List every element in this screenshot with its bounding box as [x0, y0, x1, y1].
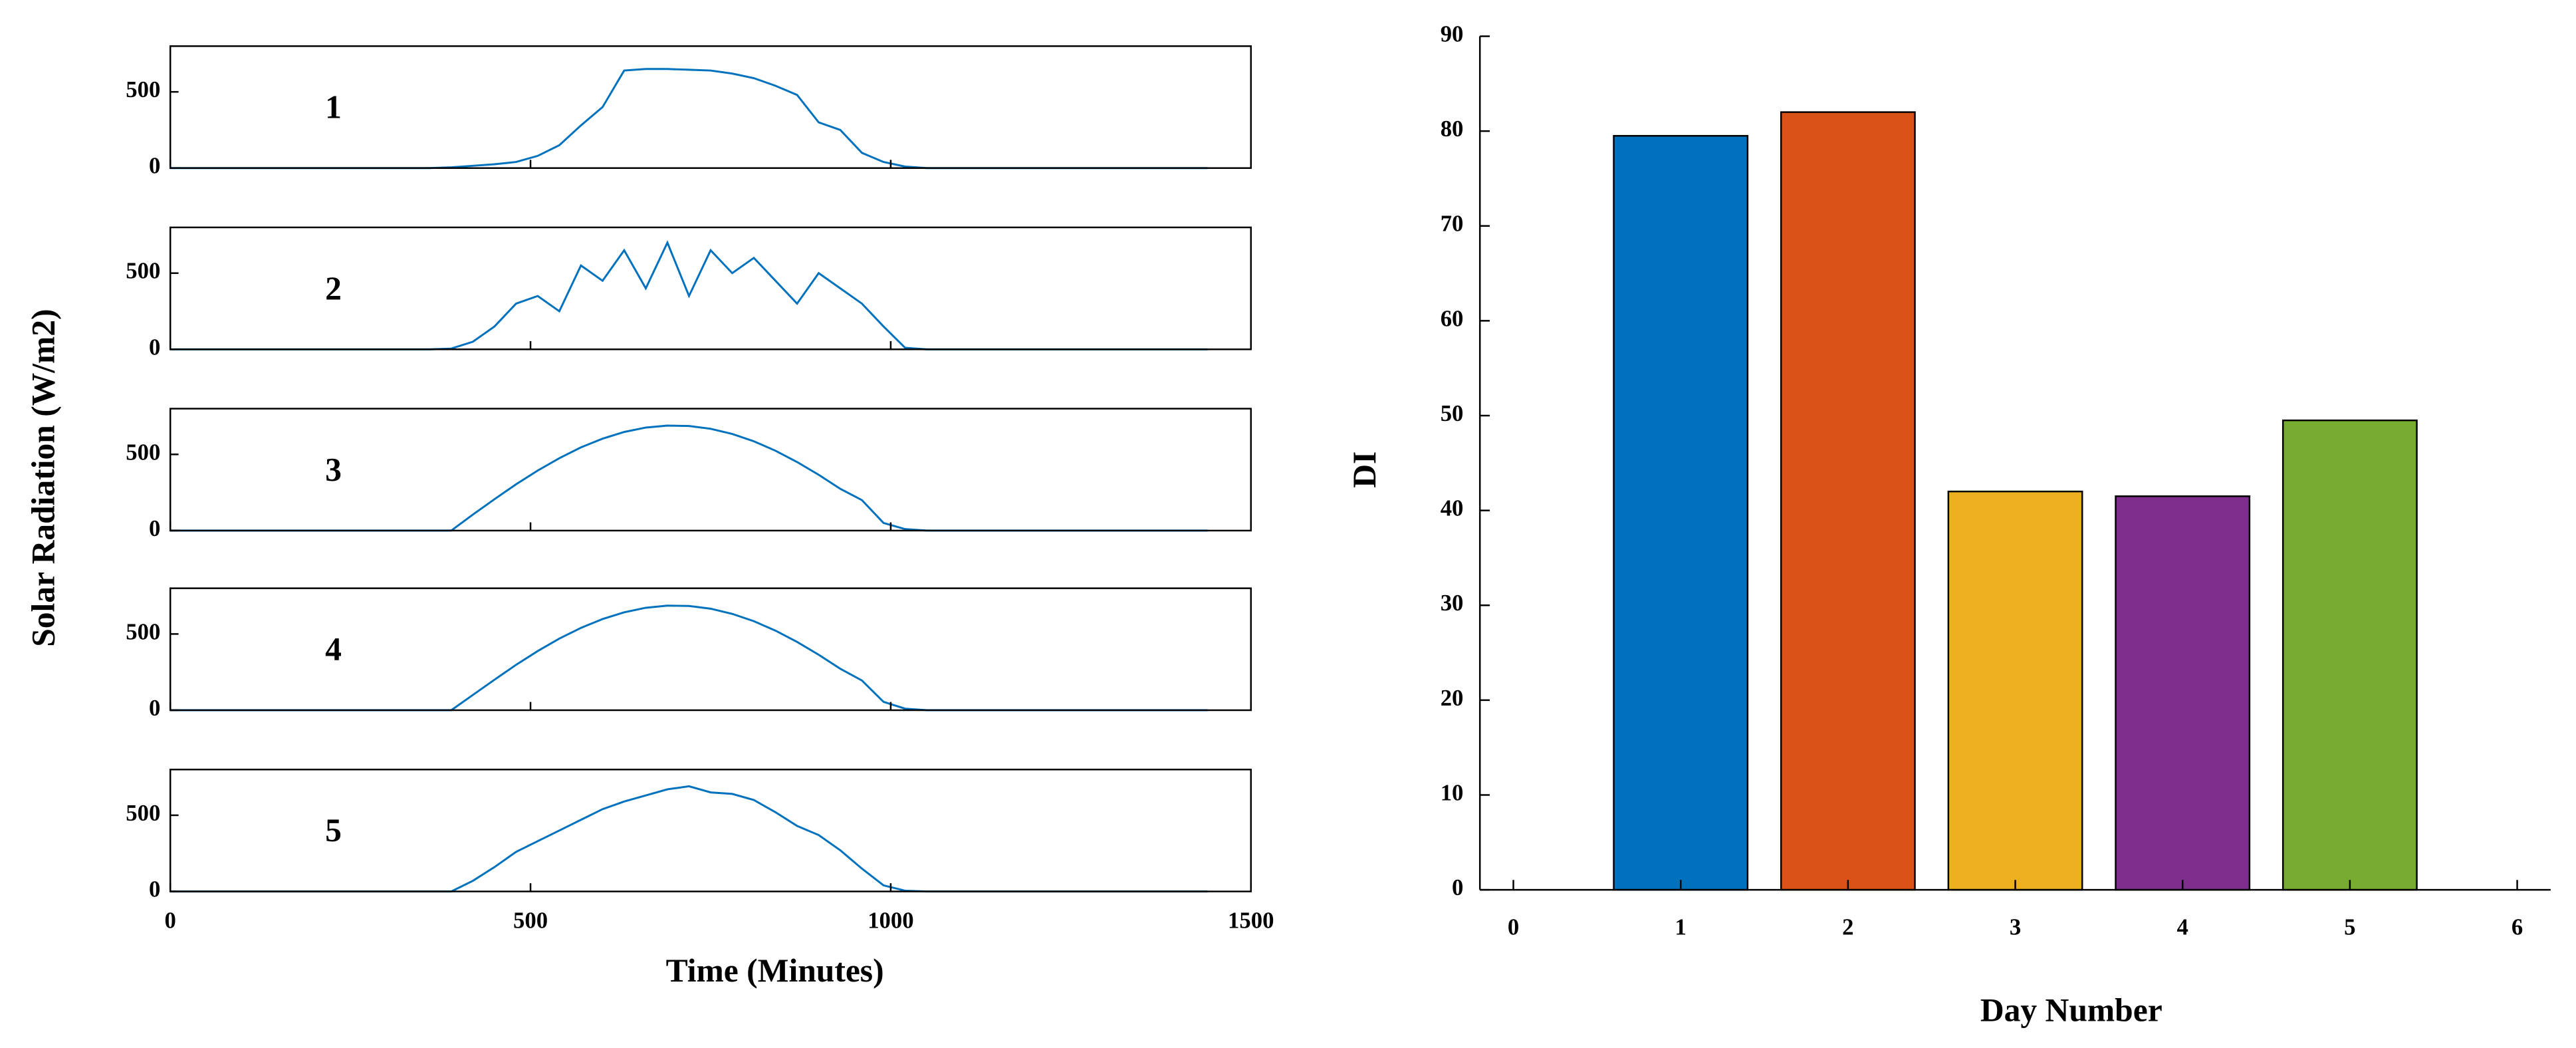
x-tick-label: 1 — [1675, 914, 1687, 940]
x-tick-label: 3 — [2010, 914, 2021, 940]
x-axis-label: Day Number — [1980, 991, 2163, 1028]
x-tick-label: 4 — [2177, 914, 2188, 940]
panel-number: 2 — [325, 270, 342, 307]
bar — [2115, 495, 2251, 891]
x-tick-label: 0 — [1508, 914, 1519, 940]
bar — [1613, 135, 1749, 891]
x-tick-label: 2 — [1842, 914, 1853, 940]
x-tick-label: 6 — [2512, 914, 2523, 940]
y-tick-label: 90 — [1441, 21, 1464, 47]
y-axis-label: DI — [1346, 452, 1383, 488]
y-tick-label: 70 — [1441, 211, 1464, 237]
panel-number: 5 — [325, 812, 342, 849]
axes-box — [169, 226, 1252, 350]
y-tick-label: 500 — [126, 76, 160, 102]
y-tick-label: 30 — [1441, 590, 1464, 616]
y-tick-label: 500 — [126, 618, 160, 644]
y-tick-label: 0 — [149, 515, 160, 541]
y-tick-label: 0 — [149, 334, 160, 360]
x-tick-label: 1000 — [868, 908, 913, 934]
y-tick-label: 50 — [1441, 400, 1464, 426]
y-tick-label: 10 — [1441, 779, 1464, 805]
y-tick-label: 80 — [1441, 116, 1464, 142]
bar — [2282, 419, 2418, 891]
panel-number: 4 — [325, 631, 342, 668]
y-tick-label: 500 — [126, 439, 160, 465]
y-tick-label: 0 — [1452, 874, 1463, 900]
axes-box — [169, 587, 1252, 712]
bar — [1780, 111, 1916, 891]
x-tick-label: 0 — [165, 908, 176, 934]
x-axis-label: Time (Minutes) — [666, 952, 884, 989]
y-axis-label: Solar Radiation (W/m2) — [25, 309, 62, 646]
x-tick-label: 500 — [513, 908, 548, 934]
y-tick-label: 0 — [149, 695, 160, 721]
panel-number: 1 — [325, 88, 342, 125]
y-tick-label: 500 — [126, 800, 160, 826]
y-tick-label: 60 — [1441, 305, 1464, 331]
axes-box — [169, 768, 1252, 892]
axes-box — [169, 45, 1252, 169]
y-tick-label: 0 — [149, 153, 160, 179]
axes-box — [169, 408, 1252, 532]
y-tick-label: 40 — [1441, 495, 1464, 521]
bar — [1947, 490, 2083, 891]
y-tick-label: 0 — [149, 876, 160, 902]
x-tick-label: 1500 — [1228, 908, 1274, 934]
x-tick-label: 5 — [2344, 914, 2355, 940]
panel-number: 3 — [325, 452, 342, 488]
y-tick-label: 20 — [1441, 685, 1464, 711]
y-tick-label: 500 — [126, 258, 160, 284]
